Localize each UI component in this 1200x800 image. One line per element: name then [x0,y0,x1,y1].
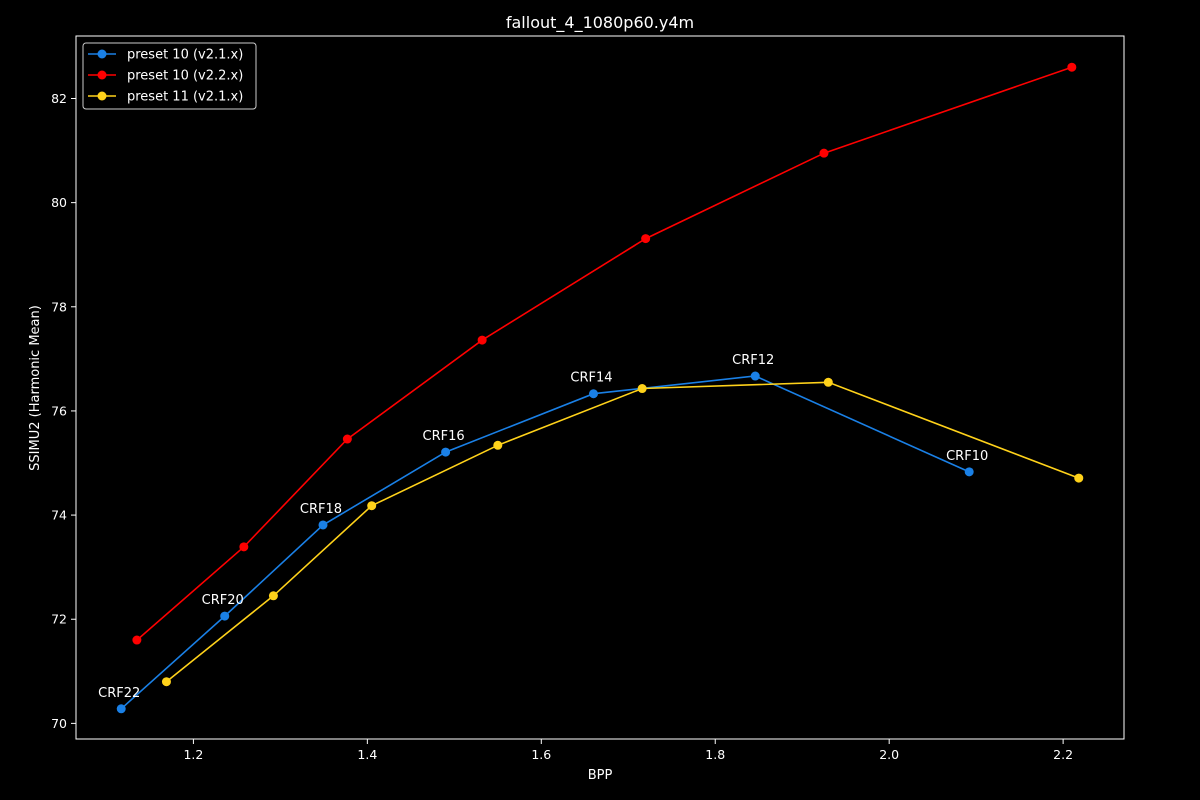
data-point [964,467,974,477]
x-tick-label: 1.6 [531,747,551,762]
legend-entry: preset 10 (v2.1.x) [88,48,243,63]
series-2 [132,62,1077,645]
series-layer [116,62,1084,714]
data-point [342,434,352,444]
annotation-label: CRF14 [570,371,612,386]
data-point [161,677,171,687]
data-point [318,520,328,530]
annotation-label: CRF22 [98,686,140,701]
legend-marker [97,91,107,101]
annotation-label: CRF16 [423,429,465,444]
y-tick-label: 82 [51,91,67,106]
y-axis-ticks: 70 72 74 76 78 80 82 [51,91,76,731]
legend-marker [97,70,107,80]
data-point [477,335,487,345]
legend-marker [97,49,107,59]
data-point [493,440,503,450]
x-tick-label: 1.8 [705,747,725,762]
legend-entry: preset 11 (v2.1.x) [88,90,243,105]
data-point [132,635,142,645]
x-tick-label: 1.4 [357,747,377,762]
series-3 [161,377,1084,687]
data-point [637,384,647,394]
y-tick-label: 76 [51,403,67,418]
y-tick-label: 70 [51,716,67,731]
data-point [1074,473,1084,483]
annotation-label: CRF20 [202,593,244,608]
data-point [819,148,829,158]
x-axis-ticks: 1.2 1.4 1.6 1.8 2.0 2.2 [183,739,1073,762]
annotation-label: CRF12 [732,353,774,368]
x-tick-label: 2.2 [1053,747,1073,762]
data-point [441,447,451,457]
plot-area-frame [75,35,1125,740]
x-tick-label: 2.0 [879,747,899,762]
chart-title: fallout_4_1080p60.y4m [506,13,694,33]
y-axis-label: SSIMU2 (Harmonic Mean) [28,305,43,471]
legend-label: preset 10 (v2.1.x) [127,48,243,63]
legend-label: preset 11 (v2.1.x) [127,90,243,105]
legend-entry: preset 10 (v2.2.x) [88,69,243,84]
data-point [641,234,651,244]
x-axis-label: BPP [588,768,613,783]
data-point [367,501,377,511]
y-tick-label: 74 [51,508,67,523]
data-point [588,389,598,399]
annotation-label: CRF18 [300,502,342,517]
data-point [116,704,126,714]
annotation-layer: CRF22 CRF20 CRF18 CRF16 CRF14 CRF12 CRF10 [98,353,988,701]
annotation-label: CRF10 [946,449,988,464]
data-point [750,371,760,381]
legend: preset 10 (v2.1.x) preset 10 (v2.2.x) pres… [82,42,257,110]
data-point [268,591,278,601]
data-point [1067,62,1077,72]
legend-label: preset 10 (v2.2.x) [127,69,243,84]
data-point [239,542,249,552]
y-tick-label: 78 [51,299,67,314]
y-tick-label: 80 [51,195,67,210]
y-tick-label: 72 [51,612,67,627]
data-point [220,611,230,621]
legend-box [82,42,257,110]
series-1 [116,371,974,714]
data-point [823,377,833,387]
x-tick-label: 1.2 [183,747,203,762]
